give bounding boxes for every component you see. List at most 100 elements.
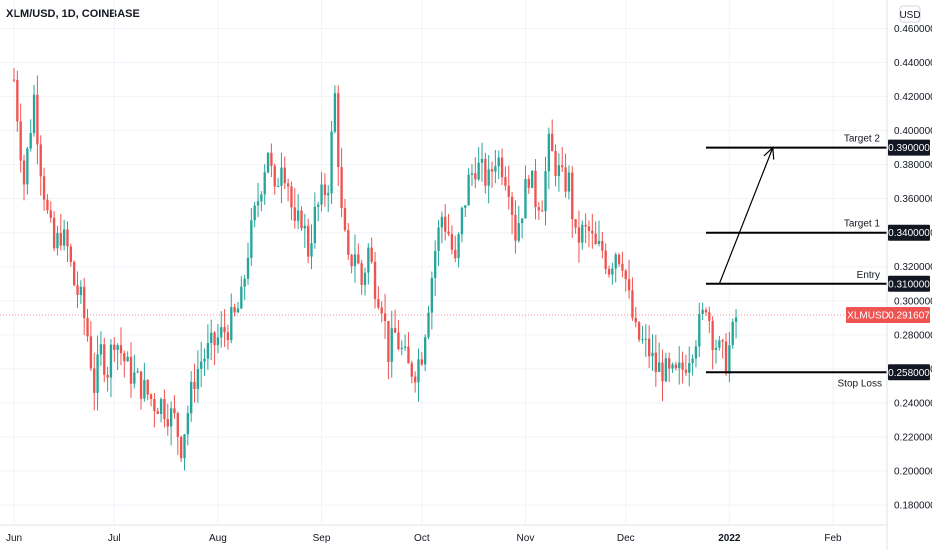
candle-body — [480, 158, 484, 163]
candle-body — [661, 362, 664, 382]
candle-body — [557, 165, 561, 176]
candle-body — [126, 356, 129, 362]
candle-body — [704, 309, 708, 313]
candle-body — [116, 345, 119, 350]
candle-body — [340, 167, 343, 208]
candle-body — [403, 346, 407, 348]
candle-body — [734, 317, 738, 322]
level-badge — [888, 364, 930, 381]
candle-body — [437, 227, 440, 251]
grid — [0, 0, 887, 525]
candle-body — [230, 307, 233, 341]
candle-body — [594, 233, 597, 245]
candle-body — [724, 341, 728, 374]
candle-body — [514, 214, 517, 241]
candle-body — [76, 285, 79, 295]
candle-body — [460, 207, 464, 235]
x-tick-label: Jul — [108, 533, 121, 544]
candle-body — [370, 247, 373, 262]
candle-body — [678, 362, 681, 369]
candle-body — [133, 372, 136, 384]
candle-body — [420, 359, 423, 365]
last-price-symbol: XLMUSD — [847, 311, 889, 322]
candle-body — [721, 340, 724, 342]
candle-body — [317, 204, 320, 207]
candle-body — [327, 193, 330, 196]
candle-body — [42, 176, 46, 200]
level-badge — [888, 224, 930, 241]
candle-body — [149, 394, 153, 399]
candle-body — [193, 381, 196, 389]
candle-body — [89, 336, 93, 369]
candle-body — [46, 199, 49, 211]
candle-body — [179, 436, 183, 459]
candle-body — [330, 131, 333, 194]
candle-body — [66, 229, 69, 247]
candle-body — [29, 133, 32, 149]
candle-body — [520, 218, 524, 224]
candle-body — [658, 362, 661, 373]
candle-body — [567, 172, 571, 192]
candle-body — [263, 172, 266, 195]
y-tick-label: 0.280000 — [894, 330, 932, 341]
candle-body — [487, 169, 490, 186]
candle-body — [541, 210, 544, 212]
level-name: Entry — [857, 270, 880, 281]
candle-body — [444, 216, 447, 232]
candle-body — [300, 210, 303, 229]
candle-body — [380, 307, 383, 314]
candle-body — [173, 408, 176, 414]
candle-body — [681, 362, 684, 370]
axis-badges: USD 0.390000 0.340000 0.310000 0.258000 XLMUS… — [846, 5, 930, 381]
candle-body — [534, 170, 537, 208]
candle-body — [430, 277, 434, 313]
candle-body — [494, 166, 497, 172]
y-tick-label: 0.420000 — [894, 92, 932, 103]
candle-body — [347, 230, 350, 255]
candle-body — [581, 224, 584, 243]
candle-body — [644, 338, 647, 340]
candle-body — [434, 250, 437, 278]
candle-body — [293, 207, 296, 221]
candle-body — [256, 201, 260, 206]
candle-body — [163, 399, 166, 420]
candle-body — [587, 226, 591, 231]
candle-body — [273, 165, 276, 187]
candle-body — [470, 173, 474, 175]
candle-body — [474, 173, 477, 180]
candle-body — [276, 185, 280, 187]
candle-body — [176, 413, 179, 437]
candle-body — [226, 332, 230, 341]
candle-body — [631, 290, 634, 318]
candle-body — [544, 171, 547, 212]
candle-body — [307, 225, 310, 257]
candle-body — [714, 347, 718, 351]
candle-body — [654, 352, 657, 373]
candle-body — [233, 307, 236, 313]
candle-body — [243, 278, 246, 287]
candle-body — [320, 184, 323, 205]
candle-body — [353, 254, 357, 267]
candle-body — [32, 94, 36, 134]
candle-body — [484, 158, 487, 186]
candle-body — [250, 220, 253, 258]
candle-body — [343, 207, 347, 231]
candle-body — [86, 317, 89, 337]
candle-body — [551, 133, 554, 152]
candle-body — [490, 169, 494, 172]
candle-body — [671, 364, 674, 369]
y-tick-label: 0.300000 — [894, 296, 932, 307]
candle-body — [93, 368, 96, 393]
candle-body — [360, 263, 363, 285]
x-tick-label: 2022 — [718, 533, 741, 544]
x-tick-label: Nov — [517, 533, 535, 544]
candle-body — [407, 346, 410, 364]
candle-body — [216, 337, 220, 346]
candle-body — [711, 320, 714, 351]
candle-body — [393, 328, 397, 333]
candle-body — [313, 206, 317, 244]
level-badge — [888, 275, 930, 292]
candle-body — [39, 144, 42, 177]
candle-body — [547, 133, 551, 172]
